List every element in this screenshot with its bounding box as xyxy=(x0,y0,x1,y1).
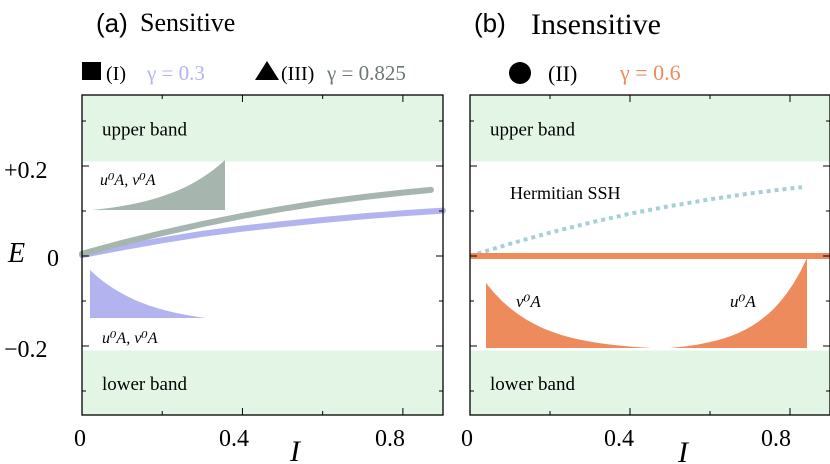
upper-band-region xyxy=(470,95,830,162)
panel-a-ticks xyxy=(81,95,443,415)
legend-square-marker xyxy=(82,62,101,80)
legend-a-gamma-2: γ = 0.825 xyxy=(326,61,406,85)
legend-triangle-marker xyxy=(255,61,279,80)
panel-a: (a) Sensitive (I) γ = 0.3 (III) γ = 0.82… xyxy=(4,8,446,464)
inset-v-decaying-profile xyxy=(486,283,652,348)
inset-bottom-label: u⁰A, v⁰A xyxy=(102,330,158,347)
inset-u-label: u⁰A xyxy=(730,292,756,311)
x-tick-0.4: 0.4 xyxy=(219,426,249,452)
y-tick-minus-0.2: −0.2 xyxy=(4,337,48,363)
inset-u-growing-profile xyxy=(670,258,807,348)
panel-a-frame xyxy=(81,94,444,416)
panel-b: (b) Insensitive (II) γ = 0.6 upper band … xyxy=(461,8,830,464)
upper-band-label: upper band xyxy=(490,119,575,140)
series-gamma-0.825-line xyxy=(79,186,434,257)
hermitian-ssh-annotation: Hermitian SSH xyxy=(510,183,621,203)
y-tick-0: 0 xyxy=(47,246,59,272)
panel-a-title: Sensitive xyxy=(140,8,235,37)
x-tick-0: 0 xyxy=(461,426,473,452)
panel-b-title: Insensitive xyxy=(531,8,661,41)
legend-a-gamma-1: γ = 0.3 xyxy=(146,61,205,85)
inset-decaying-profile xyxy=(90,270,206,318)
panel-a-label: (a) xyxy=(96,8,128,38)
upper-band-region xyxy=(82,95,443,162)
legend-b-circle-label: (II) xyxy=(548,61,577,86)
x-tick-0.8: 0.8 xyxy=(375,426,405,452)
panel-b-ticks xyxy=(469,95,830,415)
panel-b-frame xyxy=(469,94,830,416)
lower-band-region xyxy=(470,350,830,415)
inset-growing-profile xyxy=(92,160,225,210)
x-tick-0.8: 0.8 xyxy=(761,426,791,452)
lower-band-region xyxy=(82,350,443,415)
legend-circle-marker xyxy=(509,62,531,84)
inset-top-label: u⁰A, v⁰A xyxy=(100,172,156,189)
lower-band-label: lower band xyxy=(102,374,187,395)
upper-band-label: upper band xyxy=(102,119,187,140)
x-tick-0.4: 0.4 xyxy=(604,426,634,452)
inset-v-label: v⁰A xyxy=(516,292,541,311)
series-hermitian-ssh-dotted xyxy=(469,185,803,258)
y-axis-label: E xyxy=(7,238,25,269)
y-tick-plus-0.2: +0.2 xyxy=(4,158,48,184)
x-axis-label: I xyxy=(677,436,690,464)
legend-a-triangle-label: (III) xyxy=(281,63,314,85)
x-axis-label: I xyxy=(289,435,302,464)
lower-band-label: lower band xyxy=(490,374,575,395)
panel-b-label: (b) xyxy=(474,8,506,38)
series-gamma-0.3-line xyxy=(79,207,446,259)
legend-b-gamma: γ = 0.6 xyxy=(619,60,681,85)
legend-a-square-label: (I) xyxy=(106,63,126,85)
x-tick-0: 0 xyxy=(74,426,86,452)
